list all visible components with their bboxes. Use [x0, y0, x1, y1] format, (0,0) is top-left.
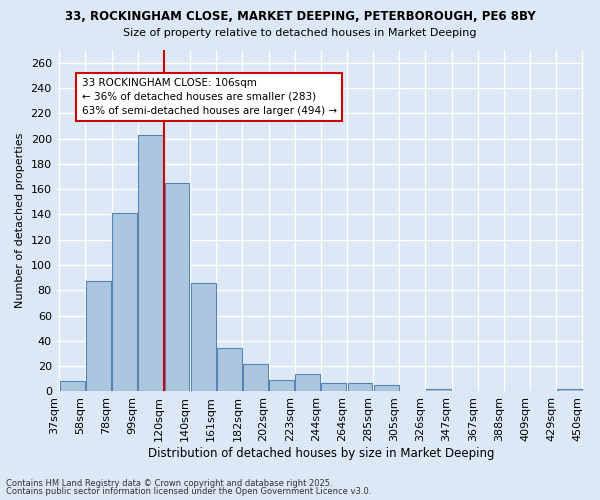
Y-axis label: Number of detached properties: Number of detached properties: [15, 133, 25, 308]
Bar: [191, 282, 215, 392]
Bar: [347, 382, 373, 392]
Bar: [86, 282, 111, 392]
Bar: [60, 382, 85, 392]
Bar: [557, 389, 582, 392]
X-axis label: Distribution of detached houses by size in Market Deeping: Distribution of detached houses by size …: [148, 447, 494, 460]
Text: Size of property relative to detached houses in Market Deeping: Size of property relative to detached ho…: [123, 28, 477, 38]
Bar: [374, 385, 398, 392]
Bar: [426, 389, 451, 392]
Bar: [164, 183, 190, 392]
Bar: [112, 213, 137, 392]
Text: Contains HM Land Registry data © Crown copyright and database right 2025.: Contains HM Land Registry data © Crown c…: [6, 478, 332, 488]
Bar: [295, 374, 320, 392]
Text: 33, ROCKINGHAM CLOSE, MARKET DEEPING, PETERBOROUGH, PE6 8BY: 33, ROCKINGHAM CLOSE, MARKET DEEPING, PE…: [65, 10, 535, 23]
Text: Contains public sector information licensed under the Open Government Licence v3: Contains public sector information licen…: [6, 487, 371, 496]
Bar: [243, 364, 268, 392]
Bar: [139, 134, 163, 392]
Bar: [322, 382, 346, 392]
Bar: [269, 380, 294, 392]
Text: 33 ROCKINGHAM CLOSE: 106sqm
← 36% of detached houses are smaller (283)
63% of se: 33 ROCKINGHAM CLOSE: 106sqm ← 36% of det…: [82, 78, 337, 116]
Bar: [217, 348, 242, 392]
